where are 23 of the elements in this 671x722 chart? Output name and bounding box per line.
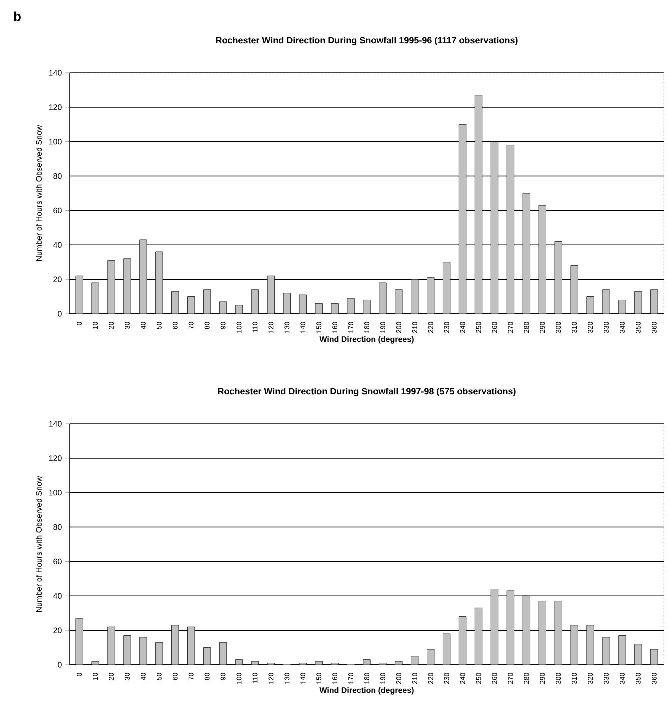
- y-tick-label: 140: [49, 421, 62, 427]
- y-tick-label: 80: [54, 173, 62, 180]
- chart-title: Rochester Wind Direction During Snowfall 1995-96 (1117 observations): [216, 37, 518, 46]
- y-tick-label: 100: [49, 139, 62, 145]
- y-tick-label: 40: [53, 593, 62, 599]
- y-tick-label: 20: [54, 276, 62, 282]
- chart-title: Rochester Wind Direction During Snowfall 1997-98 (575 observations): [218, 388, 516, 396]
- y-tick-label: 120: [49, 104, 62, 110]
- x-axis-title: Wind Direction (degrees): [320, 336, 414, 344]
- y-tick-label: 20: [54, 628, 62, 634]
- y-tick-label: 80: [54, 524, 62, 530]
- y-tick-label: 120: [49, 456, 62, 462]
- y-axis-title: Number of Hours with Observed Snow: [36, 476, 42, 612]
- y-axis-title: Number of Hours with Observed Snow: [36, 125, 42, 262]
- text: b: [14, 12, 21, 22]
- y-tick-label: 40: [53, 242, 62, 248]
- y-tick-label: 0: [58, 662, 62, 668]
- y-tick-label: 140: [49, 70, 62, 76]
- y-tick-label: 0: [58, 311, 62, 317]
- y-tick-label: 60: [54, 208, 62, 214]
- x-axis-title: Wind Direction (degrees): [320, 687, 414, 695]
- y-tick-label: 100: [49, 490, 62, 496]
- y-tick-label: 60: [54, 558, 62, 565]
